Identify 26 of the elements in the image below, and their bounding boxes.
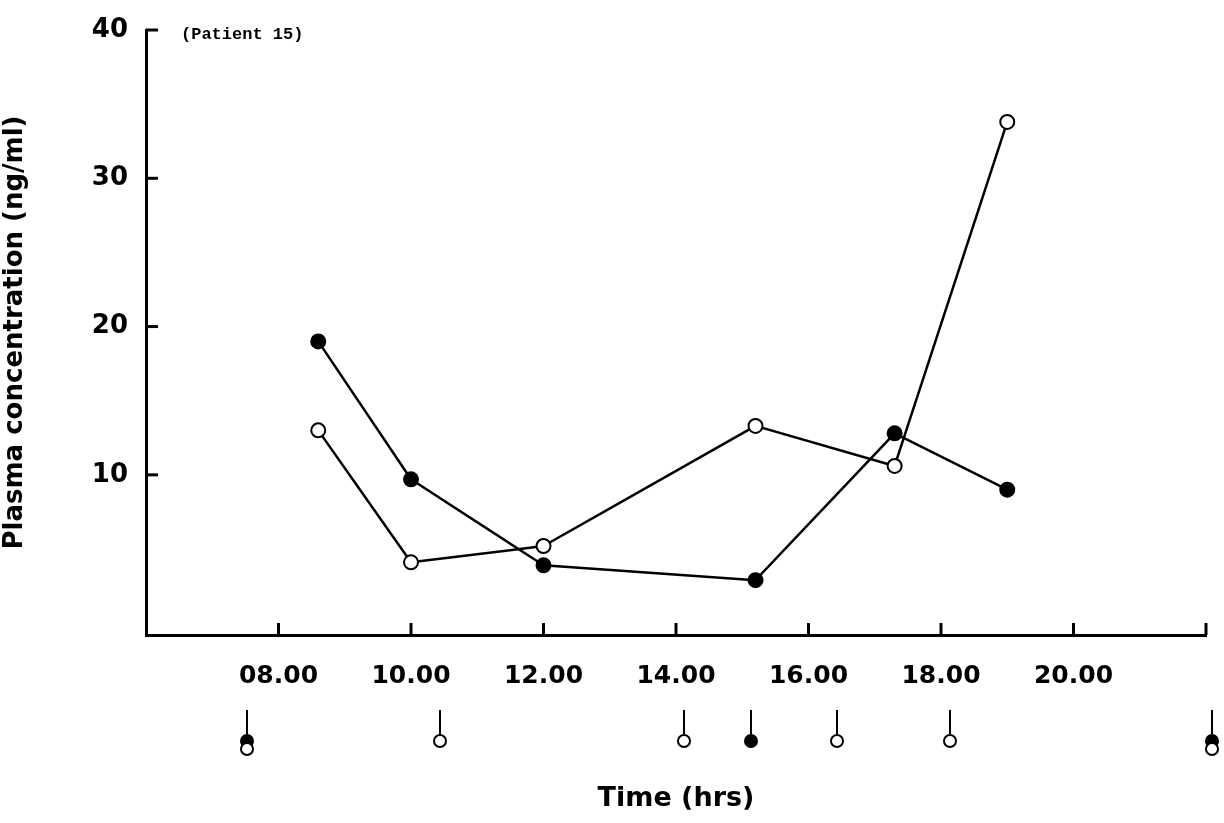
point [886,457,903,474]
x-tick-label: 14.00 [636,659,716,689]
point [999,113,1016,130]
point [747,572,764,589]
x-axis-title: Time (hrs) [597,780,755,812]
annotation: (Patient 15) [181,25,304,45]
y-tick-label: 20 [91,309,128,340]
point [310,422,327,439]
point [403,554,419,571]
y-tick-label: 40 [91,12,128,43]
x-tick-label: 20.00 [1033,659,1114,689]
point [999,481,1016,498]
point [403,471,419,488]
point [310,333,327,350]
point [535,538,552,555]
x-tick-label: 12.00 [503,659,584,689]
y-tick-label: 10 [91,457,128,488]
y-axis-title: Plasma concentration (ng/ml) [0,115,29,550]
x-tick-label: 16.00 [768,659,849,689]
x-tick-label: 10.00 [371,659,451,689]
point [886,425,903,442]
point [747,417,764,434]
point [535,557,552,574]
x-tick-label: 18.00 [901,659,981,689]
x-tick-label: 08.00 [238,659,319,689]
y-tick-label: 30 [91,161,128,192]
